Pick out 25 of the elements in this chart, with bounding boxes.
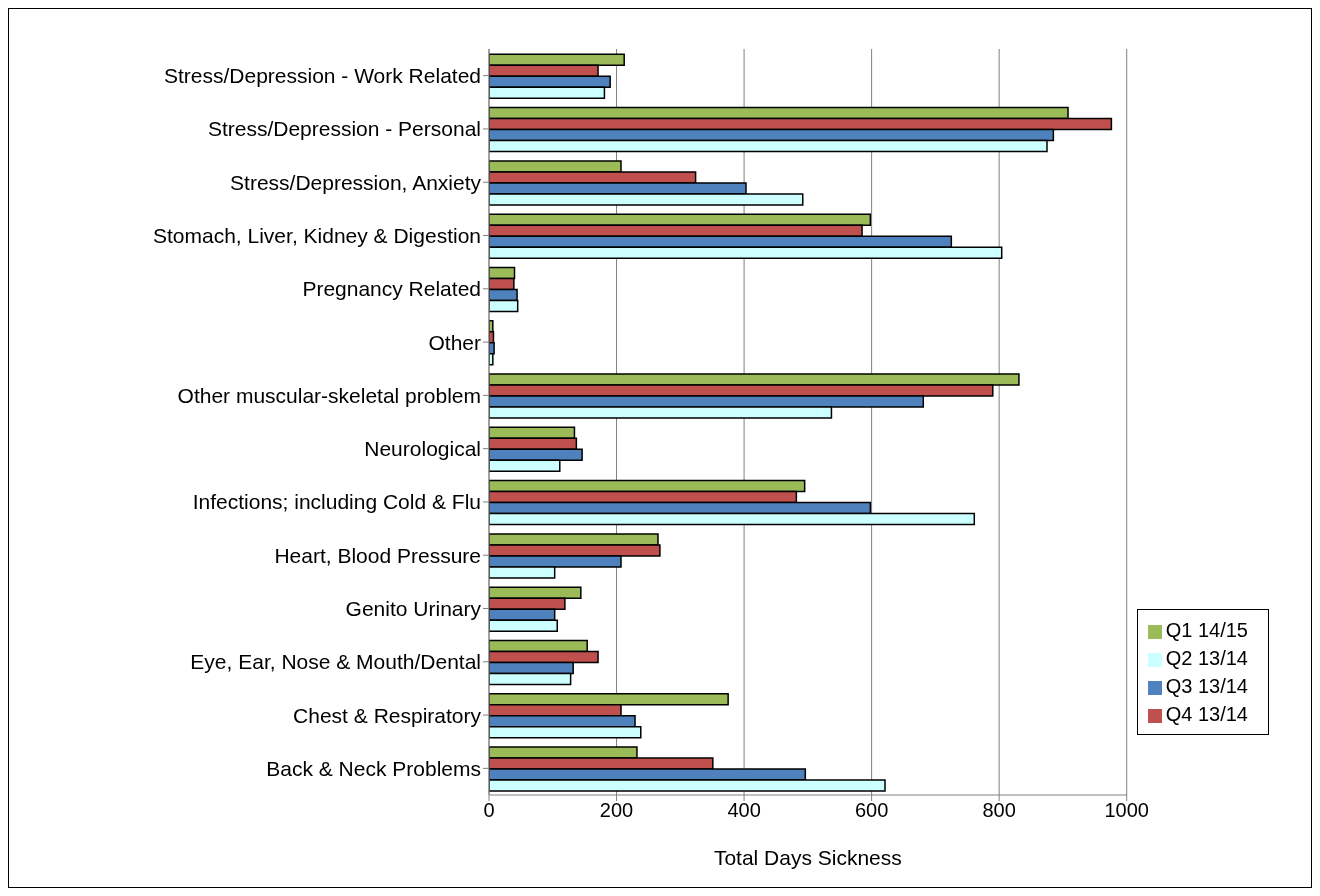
x-tick-label: 800 bbox=[982, 799, 1016, 822]
y-tick-label: Stress/Depression - Work Related bbox=[163, 64, 481, 88]
x-tick-label: 200 bbox=[599, 799, 634, 822]
y-tick-label: Pregnancy Related bbox=[302, 277, 481, 301]
x-tick-label: 600 bbox=[854, 799, 889, 822]
y-tick-label: Stomach, Liver, Kidney & Digestion bbox=[152, 223, 481, 247]
y-tick-label: Genito Urinary bbox=[345, 596, 482, 620]
legend-label: Q1 14/15 bbox=[1165, 619, 1248, 641]
x-tick-label: 0 bbox=[483, 799, 495, 822]
y-tick-label: Stress/Depression, Anxiety bbox=[230, 170, 482, 194]
y-tick-label: Neurological bbox=[364, 437, 481, 461]
legend-label: Q3 13/14 bbox=[1165, 675, 1248, 697]
legend-label: Q2 13/14 bbox=[1165, 647, 1248, 669]
y-tick-label: Other muscular-skeletal problem bbox=[177, 383, 481, 407]
y-tick-label: Heart, Blood Pressure bbox=[274, 543, 481, 567]
y-tick-label: Chest & Respiratory bbox=[293, 703, 482, 727]
y-tick-label: Back & Neck Problems bbox=[266, 756, 481, 780]
y-tick-label: Stress/Depression - Personal bbox=[207, 117, 481, 141]
y-tick-label: Infections; including Cold & Flu bbox=[192, 490, 481, 514]
y-tick-label: Other bbox=[428, 330, 481, 354]
x-tick-label: 1000 bbox=[1104, 799, 1149, 822]
x-axis-title: Total Days Sickness bbox=[713, 846, 902, 869]
x-tick-label: 400 bbox=[727, 799, 761, 822]
y-tick-label: Eye, Ear, Nose & Mouth/Dental bbox=[190, 650, 481, 674]
legend-label: Q4 13/14 bbox=[1165, 703, 1248, 725]
